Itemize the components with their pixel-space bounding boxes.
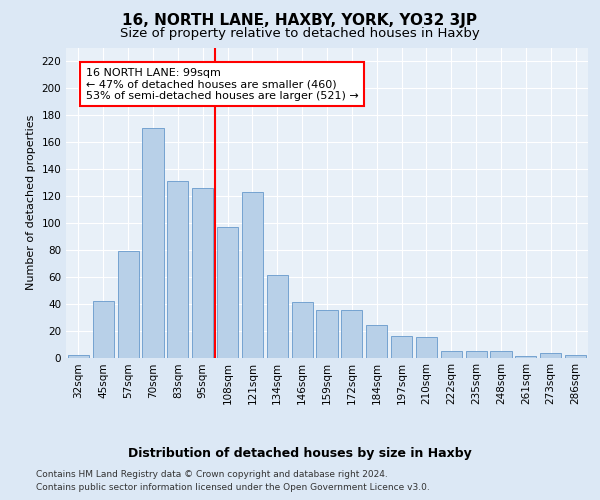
Bar <box>118 251 139 358</box>
Text: Contains HM Land Registry data © Crown copyright and database right 2024.: Contains HM Land Registry data © Crown c… <box>36 470 388 479</box>
Bar <box>68 355 89 358</box>
Bar <box>490 351 512 358</box>
Text: 16, NORTH LANE, HAXBY, YORK, YO32 3JP: 16, NORTH LANE, HAXBY, YORK, YO32 3JP <box>122 12 478 28</box>
Bar <box>167 181 188 358</box>
Bar <box>217 227 238 358</box>
Bar <box>441 351 462 358</box>
Text: 16 NORTH LANE: 99sqm
← 47% of detached houses are smaller (460)
53% of semi-deta: 16 NORTH LANE: 99sqm ← 47% of detached h… <box>86 68 359 101</box>
Text: Size of property relative to detached houses in Haxby: Size of property relative to detached ho… <box>120 28 480 40</box>
Bar <box>267 276 288 357</box>
Bar <box>242 192 263 358</box>
Bar <box>416 338 437 357</box>
Bar <box>366 325 387 358</box>
Bar <box>515 356 536 358</box>
Text: Contains public sector information licensed under the Open Government Licence v3: Contains public sector information licen… <box>36 482 430 492</box>
Bar <box>565 355 586 358</box>
Bar <box>466 351 487 358</box>
Bar <box>292 302 313 358</box>
Bar <box>142 128 164 358</box>
Bar <box>316 310 338 358</box>
Y-axis label: Number of detached properties: Number of detached properties <box>26 115 36 290</box>
Bar <box>192 188 213 358</box>
Text: Distribution of detached houses by size in Haxby: Distribution of detached houses by size … <box>128 448 472 460</box>
Bar <box>391 336 412 357</box>
Bar <box>540 354 561 358</box>
Bar <box>93 301 114 358</box>
Bar <box>341 310 362 358</box>
